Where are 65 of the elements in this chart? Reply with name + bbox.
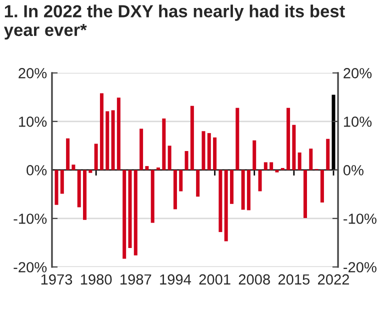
y-tick-label: 20% [18, 68, 47, 78]
bar [326, 138, 330, 170]
bar [213, 137, 217, 170]
bar [94, 144, 98, 170]
bar [134, 170, 138, 256]
bar [116, 98, 120, 170]
y-tick-label: 0% [26, 165, 47, 176]
bar [309, 148, 313, 170]
bar [218, 170, 222, 232]
y-tick-label: 10% [19, 116, 47, 127]
x-tick-label: 2015 [278, 274, 310, 285]
bar [77, 170, 81, 208]
bar [196, 170, 200, 197]
x-tick-label: 1973 [41, 274, 72, 285]
bar [168, 146, 172, 170]
bar [128, 170, 132, 248]
bar [83, 170, 87, 220]
bar [173, 170, 177, 210]
bar [303, 170, 307, 218]
bar [236, 108, 240, 170]
bar [224, 170, 228, 242]
x-tick-label: 2022 [318, 274, 349, 285]
x-tick-label: 1980 [80, 274, 112, 285]
y-tick-label: -10% [14, 214, 47, 224]
bar [66, 138, 70, 170]
bar [54, 170, 58, 205]
y2-tick-label: 0% [343, 165, 364, 176]
x-tick-label: 2008 [238, 274, 270, 285]
bar [270, 162, 274, 170]
bar [122, 170, 126, 259]
bar [106, 111, 110, 170]
bar [320, 170, 324, 202]
bar [72, 164, 76, 170]
bar [230, 170, 234, 204]
x-tick-label: 2001 [199, 274, 230, 285]
y2-tick-label: -10% [344, 214, 376, 224]
bar [145, 166, 149, 170]
bar [241, 170, 245, 210]
bar [190, 106, 194, 170]
bar [286, 108, 290, 170]
bar [179, 170, 183, 192]
bar [202, 131, 206, 170]
bar [60, 170, 64, 194]
y2-tick-label: -20% [344, 262, 376, 272]
chart-title: 1. In 2022 the DXY has nearly had its best year ever* [4, 4, 345, 40]
y2-tick-label: 20% [344, 68, 372, 78]
x-tick-label: 1987 [120, 274, 152, 285]
bar [252, 140, 256, 170]
bar [150, 170, 154, 223]
bar [162, 118, 166, 170]
bar [207, 133, 211, 170]
bar [88, 170, 92, 173]
bar [100, 93, 104, 170]
y-tick-label: -20% [14, 262, 47, 272]
bar [140, 128, 144, 170]
bar [184, 151, 188, 170]
bar [292, 124, 296, 170]
bar [264, 162, 268, 170]
bar [246, 170, 250, 210]
bar [298, 152, 302, 170]
y2-tick-label: 10% [344, 116, 372, 127]
x-tick-label: 1994 [160, 274, 192, 285]
bar [258, 170, 262, 192]
bar [111, 110, 115, 170]
bar [275, 170, 279, 172]
